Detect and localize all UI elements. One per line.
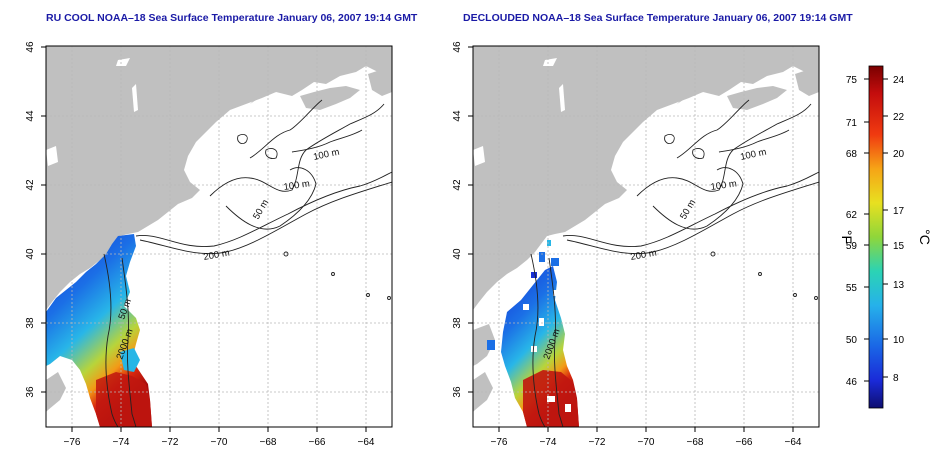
c-tick-label: 24 [893,75,905,86]
lake [116,58,130,66]
x-tick-label: −68 [687,437,704,448]
x-tick-labels-right: −76 −74 −72 −70 −68 −66 −64 [491,437,802,448]
y-tick-label: 40 [25,248,36,260]
x-tick-label: −74 [113,437,130,448]
f-tick-label: 71 [846,118,858,129]
sst-swath-right [487,240,579,427]
contour-label: 200 m [630,248,658,263]
x-tick-label: −66 [736,437,753,448]
land-right [473,46,819,412]
y-tick-labels-left: 46 44 42 40 38 36 [25,41,36,398]
f-tick-label: 68 [846,149,858,160]
y-tick-label: 44 [452,110,463,122]
contour-label: 100 m [710,178,738,193]
x-tick-label: −68 [260,437,277,448]
y-tick-label: 42 [25,179,36,191]
axis-ticks-left [41,46,367,432]
f-tick-label: 55 [846,283,858,294]
c-tick-label: 22 [893,112,905,123]
contour-label: 100 m [312,147,340,163]
contour-label: 200 m [203,248,231,263]
contours-right [530,99,819,427]
y-tick-label: 42 [452,179,463,191]
colorbar-ticks [864,78,888,382]
lake [559,84,565,112]
c-tick-label: 17 [893,206,905,217]
map-title-left: RU COOL NOAA–18 Sea Surface Temperature … [46,12,418,24]
x-tick-label: −76 [491,437,508,448]
x-tick-label: −72 [589,437,606,448]
y-tick-label: 38 [452,317,463,329]
c-tick-label: 13 [893,280,905,291]
contour-label: 100 m [283,178,311,193]
grid-left [46,46,392,427]
fahrenheit-tick-labels: 75 71 68 62 59 55 50 46 [846,75,858,388]
map-panel-right: 100 m 100 m 50 m 200 m 2000 m −76 −74 −7… [452,41,820,448]
f-tick-label: 50 [846,335,858,346]
lake [46,146,58,166]
celsius-label: °C [917,229,933,245]
y-tick-label: 36 [25,386,36,398]
c-tick-label: 20 [893,149,905,160]
x-tick-label: −64 [358,437,375,448]
y-tick-label: 40 [452,248,463,260]
celsius-tick-labels: 24 22 20 17 15 13 10 8 [893,75,905,384]
y-tick-label: 36 [452,386,463,398]
contours-left [103,99,392,427]
y-tick-label: 38 [25,317,36,329]
f-tick-label: 59 [846,241,858,252]
y-tick-labels-right: 46 44 42 40 38 36 [452,41,463,398]
x-tick-label: −64 [785,437,802,448]
f-tick-label: 62 [846,210,858,221]
colorbar: 75 71 68 62 59 55 50 46 24 22 20 17 15 1… [839,65,933,409]
land-left [46,46,392,412]
lake [543,58,557,66]
map-title-right: DECLOUDED NOAA–18 Sea Surface Temperatur… [463,12,853,24]
lake [132,84,138,112]
x-tick-labels-left: −76 −74 −72 −70 −68 −66 −64 [64,437,375,448]
lake [473,146,485,166]
x-tick-label: −70 [211,437,228,448]
y-tick-label: 46 [452,41,463,53]
x-tick-label: −74 [540,437,557,448]
f-tick-label: 46 [846,377,858,388]
x-tick-label: −72 [162,437,179,448]
x-tick-label: −76 [64,437,81,448]
map-panel-left: 100 m 100 m 50 m 200 m 50 m 2000 m −76 −… [25,41,393,448]
c-tick-label: 10 [893,335,905,346]
x-tick-label: −66 [309,437,326,448]
c-tick-label: 8 [893,373,899,384]
y-tick-label: 46 [25,41,36,53]
grid-right [473,46,819,427]
y-tick-label: 44 [25,110,36,122]
x-tick-label: −70 [638,437,655,448]
axis-ticks-right [468,46,794,432]
contour-label: 100 m [739,147,767,163]
colorbar-scale [868,65,884,409]
c-tick-label: 15 [893,241,905,252]
fahrenheit-label: °F [839,230,855,244]
f-tick-label: 75 [846,75,858,86]
